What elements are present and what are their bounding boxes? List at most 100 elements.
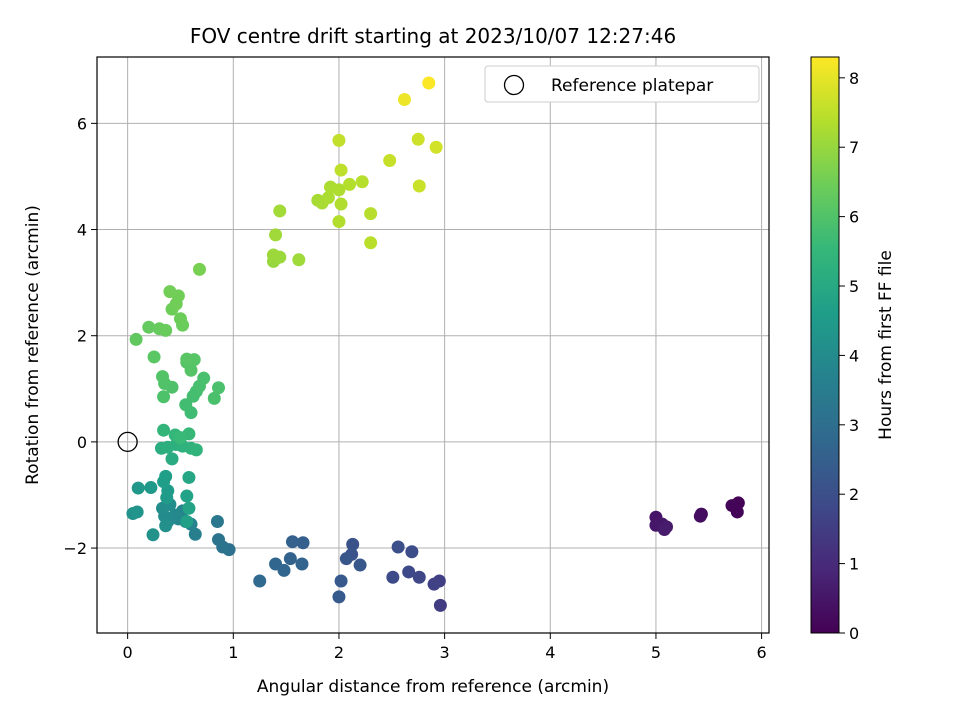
data-point	[180, 352, 194, 366]
data-point	[397, 92, 411, 106]
y-tick-label: −2	[63, 539, 87, 558]
x-tick-label: 4	[545, 643, 555, 662]
data-point	[364, 236, 378, 250]
colorbar-tick-label: 7	[849, 138, 859, 157]
data-point	[332, 133, 346, 147]
x-axis-label: Angular distance from reference (arcmin)	[257, 677, 609, 697]
data-point	[343, 177, 357, 191]
data-point	[693, 509, 707, 523]
data-point	[273, 204, 287, 218]
data-point	[130, 505, 144, 519]
data-point	[210, 515, 224, 529]
data-point	[180, 515, 194, 529]
data-point	[188, 527, 202, 541]
x-tick-label: 2	[334, 643, 344, 662]
data-point	[266, 248, 280, 262]
data-point	[283, 552, 297, 566]
data-point	[173, 431, 187, 445]
data-point	[292, 253, 306, 267]
data-point	[332, 183, 346, 197]
data-point	[212, 381, 226, 395]
data-point	[269, 228, 283, 242]
reference-platepar-marker	[117, 431, 138, 453]
chart-title: FOV centre drift starting at 2023/10/07 …	[190, 24, 676, 48]
y-tick-label: 6	[77, 114, 87, 133]
data-point	[179, 398, 193, 412]
data-point	[296, 536, 310, 550]
data-point	[163, 285, 177, 299]
data-point	[159, 519, 173, 533]
data-point	[197, 371, 211, 385]
y-tick-label: 2	[77, 327, 87, 346]
data-point	[405, 545, 419, 559]
data-point	[146, 528, 160, 542]
data-point	[402, 565, 416, 579]
data-point	[429, 140, 443, 154]
data-point	[386, 570, 400, 584]
data-point	[144, 481, 158, 495]
colorbar: 0 1 2 3 4 5 6 7 8 Hours from first FF file	[810, 56, 896, 643]
colorbar-gradient	[810, 56, 840, 634]
colorbar-tick-label: 6	[849, 208, 859, 227]
data-point	[353, 558, 367, 572]
colorbar-tick-label: 0	[849, 624, 859, 643]
legend: Reference platepar	[484, 65, 760, 103]
data-point	[142, 320, 156, 334]
x-tick-label: 5	[651, 643, 661, 662]
data-point	[129, 332, 143, 346]
data-point	[159, 323, 173, 337]
data-point	[364, 207, 378, 221]
data-point	[427, 577, 441, 591]
data-point	[157, 423, 171, 437]
data-point	[433, 598, 447, 612]
legend-marker	[503, 74, 525, 96]
plot-frame	[96, 56, 770, 634]
data-point	[184, 363, 198, 377]
data-point	[334, 163, 348, 177]
data-point	[346, 537, 360, 551]
data-point	[131, 481, 145, 495]
colorbar-tick-label: 4	[849, 346, 859, 365]
x-tick-label: 1	[228, 643, 238, 662]
colorbar-tick-label: 2	[849, 485, 859, 504]
legend-label: Reference platepar	[551, 76, 713, 96]
data-point	[180, 489, 194, 503]
data-point	[156, 370, 170, 384]
data-points	[117, 76, 745, 612]
data-point	[189, 443, 203, 457]
data-point	[730, 505, 744, 519]
colorbar-label: Hours from first FF file	[876, 250, 896, 440]
data-point	[334, 574, 348, 588]
y-tick-label: 0	[77, 433, 87, 452]
x-tick-label: 3	[440, 643, 450, 662]
colorbar-tick-label: 8	[849, 69, 859, 88]
legend-box	[484, 65, 760, 103]
y-tick-label: 4	[77, 221, 87, 240]
colorbar-ticks: 0 1 2 3 4 5 6 7 8	[839, 69, 859, 643]
data-point	[269, 557, 283, 571]
data-point	[207, 391, 221, 405]
data-point	[321, 191, 335, 205]
data-point	[173, 312, 187, 326]
data-point	[182, 501, 196, 515]
data-point	[253, 574, 267, 588]
data-point	[355, 175, 369, 189]
data-point	[147, 350, 161, 364]
y-axis-label: Rotation from reference (arcmin)	[23, 205, 43, 485]
colorbar-tick-label: 5	[849, 277, 859, 296]
data-point	[159, 469, 173, 483]
data-point	[285, 535, 299, 549]
data-point	[412, 179, 426, 193]
data-point	[157, 390, 171, 404]
colorbar-tick-label: 3	[849, 416, 859, 435]
data-point	[212, 533, 226, 547]
data-point	[165, 452, 179, 466]
colorbar-tick-label: 1	[849, 555, 859, 574]
x-tick-label: 6	[757, 643, 767, 662]
data-point	[391, 540, 405, 554]
data-point	[182, 470, 196, 484]
data-point	[383, 154, 397, 168]
data-point	[411, 132, 425, 146]
data-point	[657, 522, 671, 536]
